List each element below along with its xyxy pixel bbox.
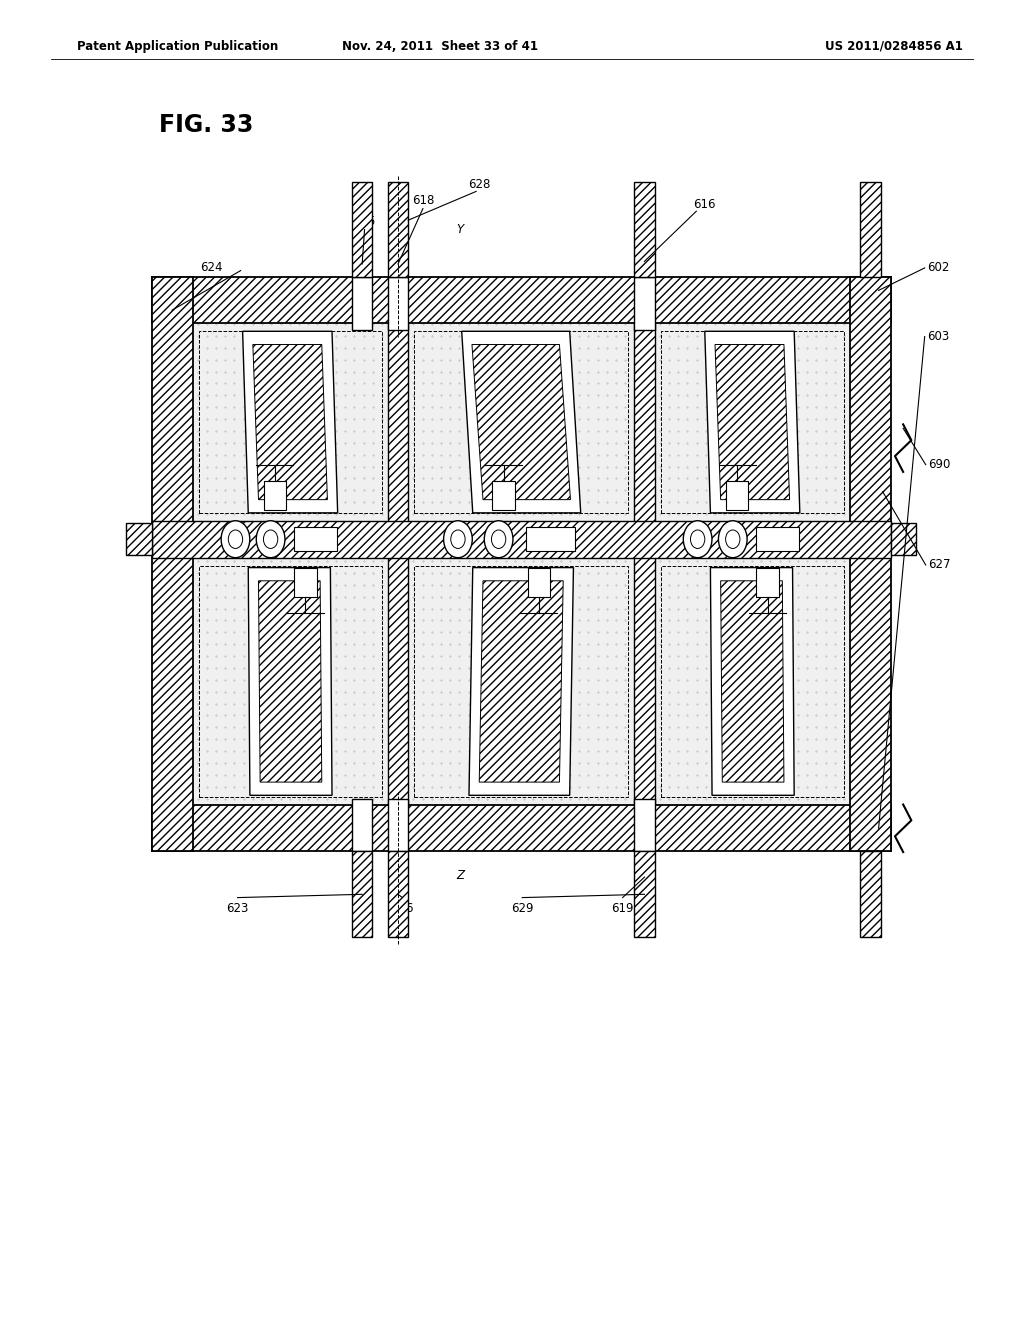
Bar [660, 331, 844, 512]
Bar [152, 805, 891, 851]
Bar [152, 277, 193, 851]
Circle shape [451, 529, 465, 549]
Circle shape [484, 520, 513, 557]
Circle shape [683, 520, 712, 557]
Polygon shape [721, 581, 784, 781]
Bar [726, 480, 749, 510]
Bar [199, 565, 382, 797]
Text: 624: 624 [200, 261, 222, 275]
Bar [193, 323, 388, 520]
Bar [388, 277, 409, 330]
Text: Z: Z [456, 869, 464, 882]
Bar [850, 277, 891, 851]
Bar [352, 851, 373, 937]
Polygon shape [462, 331, 581, 513]
Bar [654, 557, 850, 805]
Text: 625: 625 [353, 215, 376, 228]
Circle shape [263, 529, 278, 549]
Bar [634, 323, 654, 805]
Bar [199, 331, 382, 512]
Bar [294, 528, 337, 552]
Text: 627: 627 [928, 558, 950, 572]
Polygon shape [472, 345, 570, 500]
Bar [860, 182, 881, 277]
Text: 628: 628 [468, 178, 490, 191]
Bar [634, 182, 654, 277]
Bar [352, 277, 373, 330]
Bar [152, 520, 891, 557]
Polygon shape [243, 331, 338, 513]
Polygon shape [253, 345, 328, 500]
Circle shape [221, 520, 250, 557]
Bar [352, 799, 373, 851]
Bar [352, 182, 373, 277]
Bar [757, 568, 779, 597]
Circle shape [690, 529, 705, 549]
Polygon shape [469, 568, 573, 795]
Polygon shape [258, 581, 322, 781]
Circle shape [492, 529, 506, 549]
Bar [654, 323, 850, 520]
Circle shape [726, 529, 740, 549]
Bar [634, 851, 654, 937]
Bar [126, 523, 152, 554]
Text: 619: 619 [611, 902, 634, 915]
Bar [152, 277, 891, 323]
Polygon shape [715, 345, 790, 500]
Text: 603: 603 [927, 330, 949, 343]
Text: FIG. 33: FIG. 33 [159, 114, 253, 137]
Bar [294, 568, 316, 597]
Bar [634, 277, 654, 330]
Bar [660, 565, 844, 797]
Polygon shape [248, 568, 332, 795]
Text: Patent Application Publication: Patent Application Publication [77, 40, 279, 53]
Text: Nov. 24, 2011  Sheet 33 of 41: Nov. 24, 2011 Sheet 33 of 41 [342, 40, 539, 53]
Text: 618: 618 [412, 194, 434, 207]
Text: 602: 602 [927, 261, 949, 275]
Bar [388, 323, 409, 805]
Circle shape [228, 529, 243, 549]
Text: 629: 629 [511, 902, 534, 915]
Bar [860, 851, 881, 937]
Text: Y: Y [457, 223, 463, 236]
Bar [891, 523, 916, 554]
Bar [525, 528, 575, 552]
Text: 616: 616 [693, 198, 716, 211]
Bar [415, 331, 628, 512]
Bar [409, 557, 634, 805]
Circle shape [443, 520, 472, 557]
Bar [388, 182, 409, 277]
Text: 690: 690 [928, 458, 950, 471]
Bar [193, 557, 388, 805]
Bar [756, 528, 799, 552]
Text: 623: 623 [226, 902, 249, 915]
Circle shape [719, 520, 748, 557]
Bar [634, 799, 654, 851]
Bar [493, 480, 515, 510]
Bar [388, 851, 409, 937]
Polygon shape [711, 568, 795, 795]
Bar [415, 565, 628, 797]
Bar [409, 323, 634, 520]
Bar [527, 568, 550, 597]
Text: US 2011/0284856 A1: US 2011/0284856 A1 [824, 40, 963, 53]
Bar [263, 480, 286, 510]
Text: 626: 626 [391, 902, 414, 915]
Polygon shape [479, 581, 563, 781]
Bar [388, 799, 409, 851]
Circle shape [256, 520, 285, 557]
Polygon shape [705, 331, 800, 513]
